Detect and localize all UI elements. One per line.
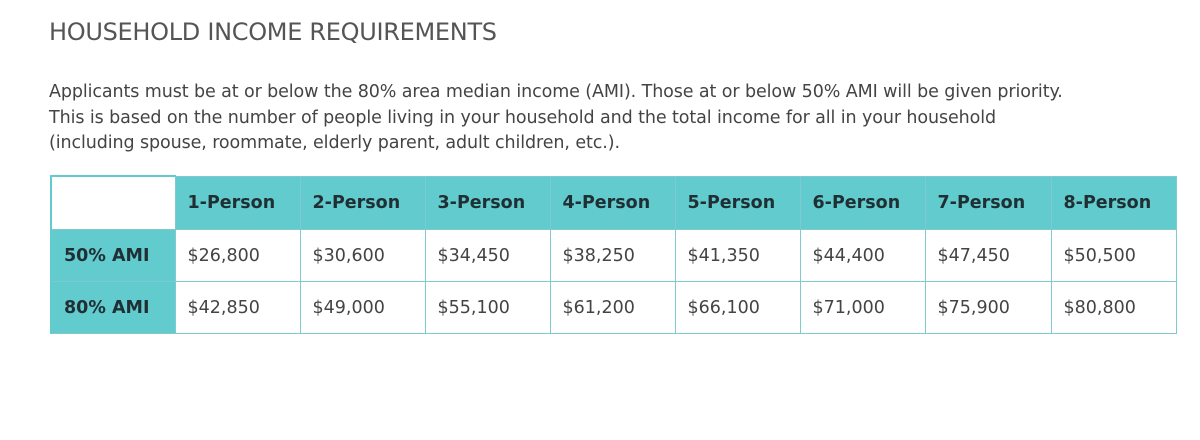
table-cell: $34,450 (424, 229, 551, 282)
table-cell: $42,850 (174, 281, 301, 334)
column-header: 2-Person (299, 175, 426, 230)
table-cell: $71,000 (799, 281, 926, 334)
column-header: 5-Person (674, 175, 801, 230)
table-corner-cell (50, 175, 176, 230)
table-row: 50% AMI $26,800 $30,600 $34,450 $38,250 … (50, 229, 1177, 282)
intro-line-1: Applicants must be at or below the 80% a… (49, 82, 1063, 102)
table-cell: $49,000 (299, 281, 426, 334)
column-header: 6-Person (799, 175, 926, 230)
table-cell: $26,800 (174, 229, 301, 282)
row-header: 50% AMI (50, 229, 176, 282)
table-cell: $75,900 (924, 281, 1052, 334)
column-header: 3-Person (424, 175, 551, 230)
table-cell: $47,450 (924, 229, 1052, 282)
table-cell: $41,350 (674, 229, 801, 282)
column-header: 1-Person (174, 175, 301, 230)
table-cell: $38,250 (549, 229, 676, 282)
column-header: 8-Person (1050, 175, 1177, 230)
intro-line-2: This is based on the number of people li… (49, 107, 997, 128)
table-row: 80% AMI $42,850 $49,000 $55,100 $61,200 … (50, 281, 1177, 334)
column-header: 7-Person (924, 175, 1052, 230)
intro-line-3: (including spouse, roommate, elderly par… (49, 133, 620, 153)
row-header: 80% AMI (50, 281, 176, 334)
intro-paragraph: Applicants must be at or below the 80% a… (49, 80, 1169, 157)
table-cell: $30,600 (299, 229, 426, 282)
table-cell: $80,800 (1050, 281, 1177, 334)
column-header: 4-Person (549, 175, 676, 230)
income-requirements-table: 1-Person 2-Person 3-Person 4-Person 5-Pe… (50, 175, 1177, 334)
table-cell: $50,500 (1050, 229, 1177, 282)
table-header-row: 1-Person 2-Person 3-Person 4-Person 5-Pe… (50, 175, 1177, 230)
table-cell: $44,400 (799, 229, 926, 282)
page-title: HOUSEHOLD INCOME REQUIREMENTS (49, 18, 497, 46)
table-cell: $55,100 (424, 281, 551, 334)
table-cell: $61,200 (549, 281, 676, 334)
table-cell: $66,100 (674, 281, 801, 334)
